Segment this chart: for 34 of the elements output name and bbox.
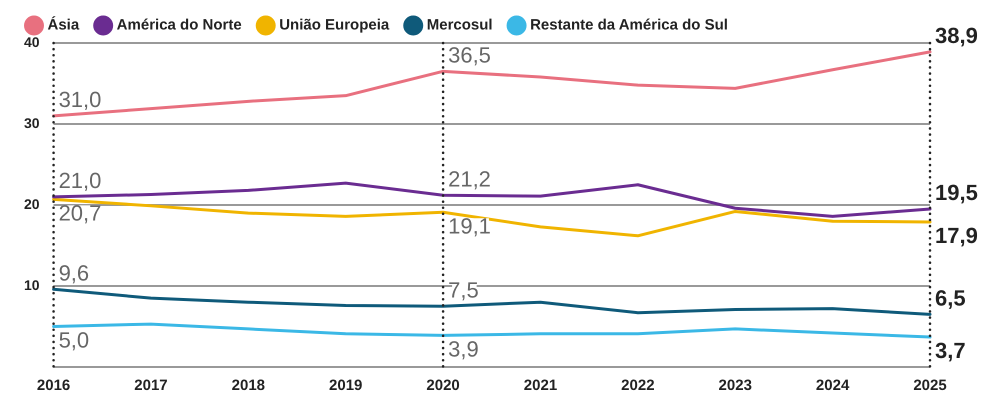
data-label: 9,6: [58, 260, 90, 286]
x-tick-label: 2020: [426, 377, 460, 394]
data-label: 36,5: [448, 42, 491, 68]
data-label: 21,0: [58, 168, 102, 193]
data-label: 38,9: [935, 22, 978, 48]
x-tick-label: 2017: [134, 377, 168, 394]
data-label: 17,9: [935, 223, 978, 248]
data-label: 21,2: [448, 166, 491, 192]
data-label: 19,1: [448, 213, 491, 238]
x-tick-label: 2024: [816, 377, 850, 394]
legend-label: Restante da América do Sul: [530, 16, 728, 34]
x-tick-label: 2019: [329, 377, 362, 394]
data-label: 6,5: [935, 285, 966, 310]
legend-label: América do Norte: [116, 16, 242, 34]
x-tick-label: 2025: [913, 377, 947, 394]
data-label: 5,0: [58, 328, 90, 353]
x-tick-label: 2023: [718, 377, 752, 394]
data-label: 3,9: [448, 336, 479, 362]
legend-label: União Europeia: [279, 16, 390, 34]
y-tick-label: 30: [24, 114, 40, 131]
y-tick-label: 20: [24, 196, 40, 212]
x-tick-label: 2022: [621, 377, 655, 394]
data-label: 3,7: [935, 338, 966, 364]
data-label: 19,5: [935, 180, 978, 206]
x-tick-label: 2021: [524, 377, 558, 394]
y-tick-label: 10: [24, 276, 40, 293]
data-label: 20,7: [58, 200, 102, 226]
x-tick-label: 2018: [232, 377, 266, 394]
data-label: 7,5: [448, 277, 479, 302]
legend-label: Ásia: [48, 16, 80, 34]
legend-label: Mercosul: [426, 16, 493, 34]
y-tick-label: 40: [24, 34, 40, 50]
x-tick-label: 2016: [36, 377, 70, 394]
data-label: 31,0: [58, 86, 102, 112]
